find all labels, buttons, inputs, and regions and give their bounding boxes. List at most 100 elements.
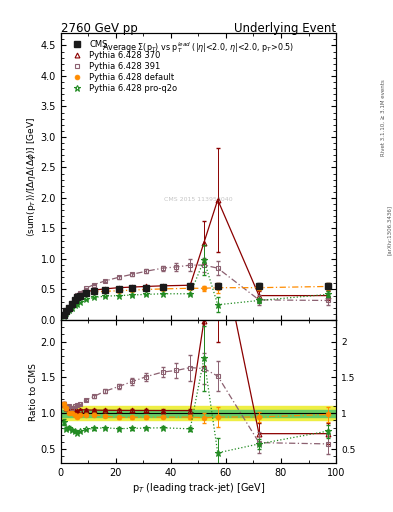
- Pythia 6.428 pro-q2o: [78, 298, 83, 305]
- Pythia 6.428 pro-q2o: [130, 292, 135, 298]
- Pythia 6.428 default: [78, 293, 83, 300]
- Legend: CMS, Pythia 6.428 370, Pythia 6.428 391, Pythia 6.428 default, Pythia 6.428 pro-: CMS, Pythia 6.428 370, Pythia 6.428 391,…: [65, 37, 180, 96]
- CMS: [70, 301, 74, 307]
- Pythia 6.428 391: [325, 297, 330, 304]
- Pythia 6.428 391: [116, 274, 121, 281]
- Pythia 6.428 pro-q2o: [72, 302, 77, 308]
- Pythia 6.428 370: [202, 240, 206, 246]
- CMS: [92, 288, 96, 294]
- Pythia 6.428 370: [70, 301, 74, 307]
- X-axis label: p$_T$ (leading track-jet) [GeV]: p$_T$ (leading track-jet) [GeV]: [132, 481, 265, 495]
- Pythia 6.428 pro-q2o: [103, 293, 107, 300]
- CMS: [325, 283, 330, 289]
- Pythia 6.428 default: [92, 289, 96, 295]
- Pythia 6.428 370: [144, 283, 149, 289]
- Text: [arXiv:1306.3436]: [arXiv:1306.3436]: [387, 205, 391, 255]
- Pythia 6.428 pro-q2o: [188, 291, 193, 297]
- CMS: [75, 294, 80, 301]
- Pythia 6.428 391: [78, 289, 83, 295]
- Pythia 6.428 391: [83, 285, 88, 291]
- Pythia 6.428 391: [257, 297, 261, 303]
- Pythia 6.428 default: [67, 305, 72, 311]
- Pythia 6.428 default: [325, 283, 330, 289]
- Pythia 6.428 default: [188, 285, 193, 291]
- Bar: [61, 406, 336, 420]
- Line: Pythia 6.428 391: Pythia 6.428 391: [61, 263, 330, 317]
- Pythia 6.428 370: [75, 294, 80, 300]
- Pythia 6.428 pro-q2o: [70, 305, 74, 311]
- Pythia 6.428 370: [64, 308, 69, 314]
- Line: Pythia 6.428 370: Pythia 6.428 370: [61, 198, 330, 317]
- Pythia 6.428 default: [144, 286, 149, 292]
- CMS: [78, 292, 83, 298]
- Pythia 6.428 370: [215, 197, 220, 203]
- Pythia 6.428 pro-q2o: [257, 297, 261, 304]
- Pythia 6.428 391: [144, 268, 149, 274]
- Text: 2760 GeV pp: 2760 GeV pp: [61, 22, 138, 35]
- Pythia 6.428 pro-q2o: [92, 294, 96, 301]
- Pythia 6.428 391: [92, 282, 96, 288]
- Pythia 6.428 pro-q2o: [144, 291, 149, 297]
- CMS: [103, 287, 107, 293]
- Line: Pythia 6.428 default: Pythia 6.428 default: [61, 284, 330, 317]
- Pythia 6.428 391: [75, 292, 80, 298]
- CMS: [257, 283, 261, 289]
- Text: Rivet 3.1.10, ≥ 3.1M events: Rivet 3.1.10, ≥ 3.1M events: [381, 79, 386, 156]
- Pythia 6.428 default: [72, 298, 77, 304]
- Pythia 6.428 391: [174, 264, 179, 270]
- Pythia 6.428 370: [92, 287, 96, 293]
- CMS: [215, 283, 220, 289]
- CMS: [72, 297, 77, 304]
- Pythia 6.428 pro-q2o: [75, 301, 80, 307]
- Pythia 6.428 370: [188, 282, 193, 288]
- CMS: [144, 285, 149, 291]
- Pythia 6.428 391: [130, 271, 135, 278]
- Pythia 6.428 default: [61, 311, 66, 317]
- Bar: [61, 410, 336, 417]
- Pythia 6.428 391: [103, 278, 107, 284]
- Pythia 6.428 pro-q2o: [64, 310, 69, 316]
- Pythia 6.428 391: [61, 311, 66, 317]
- CMS: [64, 308, 69, 314]
- Pythia 6.428 391: [67, 304, 72, 310]
- Y-axis label: $\langle$sum(p$_T$)$\rangle$/[$\Delta\eta\Delta(\Delta\phi)$] [GeV]: $\langle$sum(p$_T$)$\rangle$/[$\Delta\et…: [25, 117, 38, 237]
- Text: Average $\Sigma$(p$_T$) vs p$_T^{lead}$ ($|\eta|$<2.0, $\eta|$<2.0, p$_T$>0.5): Average $\Sigma$(p$_T$) vs p$_T^{lead}$ …: [102, 40, 295, 55]
- Pythia 6.428 pro-q2o: [215, 302, 220, 308]
- Line: CMS: CMS: [61, 283, 331, 318]
- Pythia 6.428 391: [160, 265, 165, 271]
- CMS: [83, 290, 88, 296]
- Pythia 6.428 370: [130, 284, 135, 290]
- Pythia 6.428 391: [202, 262, 206, 268]
- Pythia 6.428 391: [72, 295, 77, 302]
- Pythia 6.428 pro-q2o: [67, 307, 72, 313]
- Pythia 6.428 391: [64, 308, 69, 314]
- Pythia 6.428 370: [72, 297, 77, 303]
- Line: Pythia 6.428 pro-q2o: Pythia 6.428 pro-q2o: [61, 257, 331, 319]
- Pythia 6.428 370: [325, 292, 330, 298]
- Pythia 6.428 391: [215, 265, 220, 271]
- CMS: [130, 285, 135, 291]
- Y-axis label: Ratio to CMS: Ratio to CMS: [29, 362, 38, 421]
- Pythia 6.428 pro-q2o: [83, 296, 88, 302]
- Pythia 6.428 pro-q2o: [325, 291, 330, 297]
- Pythia 6.428 370: [116, 285, 121, 291]
- Pythia 6.428 default: [257, 285, 261, 291]
- Pythia 6.428 370: [83, 289, 88, 295]
- Pythia 6.428 370: [160, 283, 165, 289]
- Pythia 6.428 370: [257, 292, 261, 298]
- CMS: [188, 283, 193, 289]
- CMS: [67, 305, 72, 311]
- Pythia 6.428 default: [70, 301, 74, 307]
- Pythia 6.428 default: [116, 288, 121, 294]
- Text: CMS 2015 113953040: CMS 2015 113953040: [164, 197, 233, 202]
- Text: Underlying Event: Underlying Event: [234, 22, 336, 35]
- Pythia 6.428 default: [83, 291, 88, 297]
- Pythia 6.428 370: [103, 286, 107, 292]
- Pythia 6.428 370: [67, 304, 72, 310]
- Pythia 6.428 default: [202, 285, 206, 291]
- Pythia 6.428 pro-q2o: [160, 291, 165, 297]
- Pythia 6.428 370: [61, 311, 66, 317]
- Pythia 6.428 default: [103, 288, 107, 294]
- Pythia 6.428 391: [188, 262, 193, 268]
- Pythia 6.428 default: [130, 287, 135, 293]
